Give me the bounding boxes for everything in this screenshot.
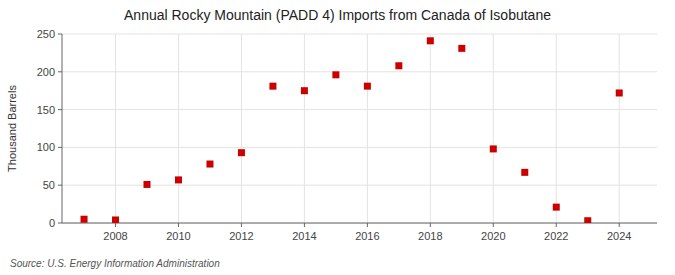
x-grid-line bbox=[241, 34, 242, 223]
x-tick-label: 2024 bbox=[607, 230, 631, 242]
point bbox=[616, 89, 623, 96]
y-grid-line bbox=[62, 109, 657, 110]
x-tick bbox=[367, 223, 368, 227]
x-grid-line bbox=[619, 34, 620, 223]
x-tick-label: 2022 bbox=[544, 230, 568, 242]
title: Annual Rocky Mountain (PADD 4) Imports f… bbox=[124, 7, 551, 23]
point bbox=[238, 149, 245, 156]
y-axis-label: Thousand Barrels bbox=[6, 85, 18, 172]
y-tick-label: 0 bbox=[49, 217, 55, 229]
axes: 0 50 100 150 200 250 2008 2010 2012 2014 2016 2018 2… bbox=[37, 28, 657, 242]
x-tick bbox=[304, 223, 305, 227]
point bbox=[458, 45, 465, 52]
point bbox=[427, 37, 434, 44]
x-grid-line bbox=[556, 34, 557, 223]
y-tick bbox=[58, 109, 62, 110]
x-axis-line bbox=[62, 223, 657, 224]
x-grid-line bbox=[178, 34, 179, 223]
y-tick-label: 250 bbox=[37, 28, 55, 40]
y-grid-line bbox=[62, 34, 657, 35]
y-tick bbox=[58, 34, 62, 35]
y-grid-line bbox=[62, 71, 657, 72]
grid bbox=[62, 34, 657, 223]
x-tick bbox=[430, 223, 431, 227]
point bbox=[175, 176, 182, 183]
x-tick bbox=[619, 223, 620, 227]
y-tick bbox=[58, 71, 62, 72]
point bbox=[584, 217, 591, 223]
point bbox=[553, 204, 560, 211]
point bbox=[269, 83, 276, 90]
chart-container: 0 50 100 150 200 250 2008 2010 2012 2014 2016 2018 2… bbox=[0, 0, 675, 275]
y-grid-line bbox=[62, 223, 657, 224]
point bbox=[395, 62, 402, 69]
y-tick-label: 200 bbox=[37, 66, 55, 78]
x-tick-label: 2012 bbox=[229, 230, 253, 242]
x-tick-label: 2020 bbox=[481, 230, 505, 242]
x-grid-line bbox=[493, 34, 494, 223]
source-note: Source: U.S. Energy Information Administ… bbox=[10, 258, 220, 269]
point bbox=[301, 87, 308, 94]
x-tick bbox=[115, 223, 116, 227]
y-tick-label: 50 bbox=[43, 179, 55, 191]
y-grid-line bbox=[62, 185, 657, 186]
x-tick bbox=[556, 223, 557, 227]
chart-svg: 0 50 100 150 200 250 2008 2010 2012 2014 2016 2018 2… bbox=[0, 0, 675, 275]
point bbox=[332, 71, 339, 78]
x-grid-line bbox=[115, 34, 116, 223]
x-tick-label: 2008 bbox=[103, 230, 127, 242]
x-tick bbox=[241, 223, 242, 227]
x-grid-line bbox=[430, 34, 431, 223]
x-tick-label: 2016 bbox=[355, 230, 379, 242]
x-grid-line bbox=[304, 34, 305, 223]
x-tick bbox=[178, 223, 179, 227]
point bbox=[521, 169, 528, 176]
points bbox=[81, 37, 623, 223]
point bbox=[144, 181, 151, 188]
point bbox=[81, 216, 88, 223]
point bbox=[490, 145, 497, 152]
point bbox=[364, 83, 371, 90]
x-tick-label: 2010 bbox=[166, 230, 190, 242]
y-axis-line bbox=[62, 34, 63, 223]
y-tick bbox=[58, 147, 62, 148]
y-tick bbox=[58, 223, 62, 224]
point bbox=[206, 161, 213, 168]
x-tick-label: 2018 bbox=[418, 230, 442, 242]
x-tick bbox=[493, 223, 494, 227]
x-grid-line bbox=[367, 34, 368, 223]
y-tick bbox=[58, 185, 62, 186]
y-tick-label: 150 bbox=[37, 104, 55, 116]
x-tick-label: 2014 bbox=[292, 230, 316, 242]
y-tick-label: 100 bbox=[37, 141, 55, 153]
y-grid-line bbox=[62, 147, 657, 148]
point bbox=[112, 216, 119, 223]
